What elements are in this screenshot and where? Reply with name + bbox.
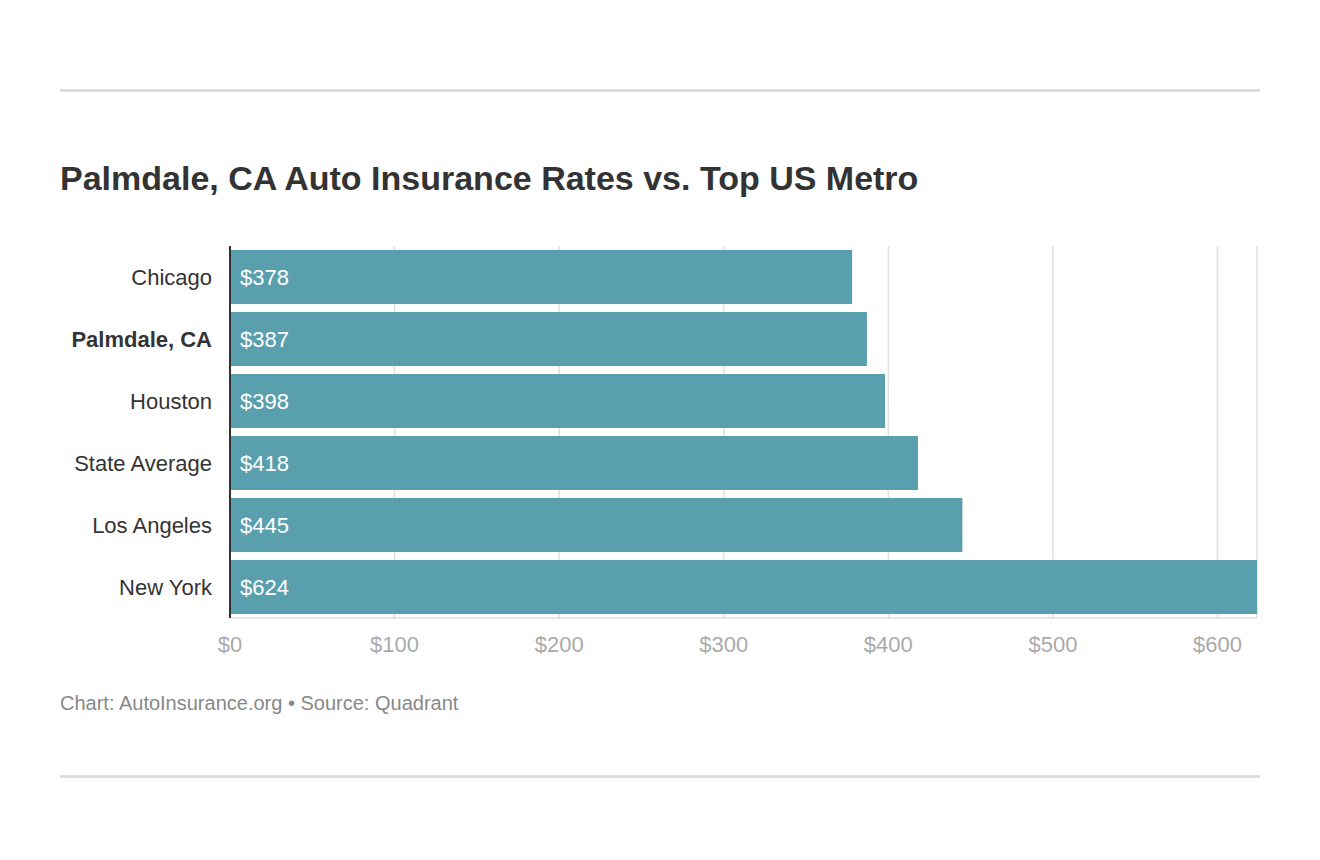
svg-text:$200: $200: [535, 632, 584, 657]
html-text:Chart: AutoInsurance.org • Sou: Chart: AutoInsurance.org • Source: Quadr…: [60, 692, 459, 714]
svg-text:New York: New York: [119, 575, 213, 600]
svg-text:$624: $624: [240, 575, 289, 600]
svg-text:$500: $500: [1028, 632, 1077, 657]
svg-text:$100: $100: [370, 632, 419, 657]
svg-text:Houston: Houston: [130, 389, 212, 414]
svg-text:$445: $445: [240, 513, 289, 538]
svg-text:$387: $387: [240, 327, 289, 352]
svg-text:Chicago: Chicago: [131, 265, 212, 290]
svg-text:$400: $400: [864, 632, 913, 657]
svg-text:$398: $398: [240, 389, 289, 414]
html-text:Palmdale, CA Auto Insurance Ra: Palmdale, CA Auto Insurance Rates vs. To…: [60, 159, 919, 197]
svg-text:$600: $600: [1193, 632, 1242, 657]
svg-text:$378: $378: [240, 265, 289, 290]
svg-text:$0: $0: [218, 632, 242, 657]
svg-text:$418: $418: [240, 451, 289, 476]
svg-text:Palmdale, CA: Palmdale, CA: [71, 327, 212, 352]
svg-text:Los Angeles: Los Angeles: [92, 513, 212, 538]
svg-text:State Average: State Average: [74, 451, 212, 476]
svg-text:$300: $300: [699, 632, 748, 657]
